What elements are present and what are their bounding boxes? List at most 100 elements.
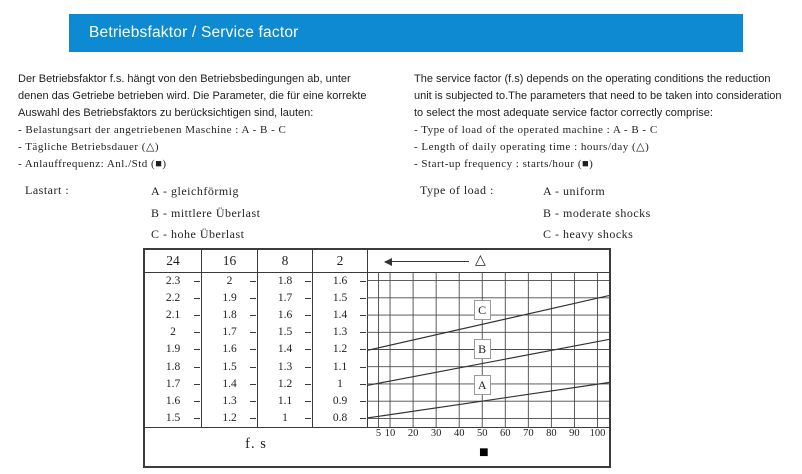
load-item: B - moderate shocks [543, 205, 651, 220]
scale-value: 1.4 [202, 375, 257, 392]
intro-de-line: Der Betriebsfaktor f.s. hängt von den Be… [18, 73, 351, 85]
scale-value: 1.2 [313, 341, 367, 358]
scale-value: 2.1 [145, 306, 201, 323]
scale-value: 1.4 [313, 306, 367, 323]
tick-mark [194, 366, 200, 368]
tick-mark [305, 366, 311, 368]
lastart-items: A - gleichförmig B - mittlere Überlast C… [151, 181, 260, 246]
tick-mark [250, 383, 256, 385]
tick-mark [360, 401, 366, 403]
title-bar: Betriebsfaktor / Service factor [69, 14, 743, 52]
scale-value: 2.2 [145, 289, 201, 306]
intro-en-line: to select the most adequate service fact… [414, 107, 713, 119]
x-axis-tick-label: 90 [569, 428, 580, 439]
scale-value: 1.6 [202, 341, 257, 358]
tick-mark [250, 280, 256, 282]
left-arrow-icon [384, 257, 469, 266]
daily-hours-arrow-header: △ [367, 250, 609, 272]
tick-mark [360, 349, 366, 351]
scale-value: 2.3 [145, 272, 201, 289]
tick-mark [360, 332, 366, 334]
tick-mark [194, 383, 200, 385]
divider [367, 250, 368, 427]
load-item: B - mittlere Überlast [151, 205, 261, 220]
service-factor-curve-B [367, 338, 609, 387]
scale-value: 1.6 [145, 393, 201, 410]
intro-de-bullet: - Anlauffrequenz: Anl./Std (■) [18, 158, 167, 170]
x-axis-tick-label: 5 [375, 428, 382, 439]
scale-value: 0.8 [313, 410, 367, 427]
x-axis-tick-label: 10 [384, 428, 396, 439]
scale-column-24h: 2.3 2.2 2.1 2 1.9 1.8 1.7 1.6 1.5 [145, 272, 201, 427]
curve-label-b: B [473, 339, 491, 360]
scale-value: 1 [258, 410, 312, 427]
service-factor-label: f. s [245, 436, 267, 452]
type-of-load-label: Type of load : [420, 183, 494, 197]
table-column-header: 16 [222, 253, 237, 268]
x-axis-tick-label: 80 [546, 428, 557, 439]
tick-mark [305, 280, 311, 282]
scale-value: 1.1 [313, 358, 367, 375]
curve-label-a: A [473, 374, 491, 395]
intro-de-line: Auswahl des Betriebsfaktors zu berücksic… [18, 107, 314, 119]
service-factor-table: 24 16 8 2 △ 2.3 2.2 2.1 2 1.9 1.8 1.7 1.… [143, 248, 611, 468]
scale-value: 1.2 [258, 375, 312, 392]
divider [201, 250, 202, 427]
scale-value: 1 [313, 375, 367, 392]
scale-value: 1.6 [313, 272, 367, 289]
x-axis-tick-label: 20 [407, 428, 419, 439]
intro-en-line: The service factor (f.s) depends on the … [414, 73, 771, 85]
scale-value: 1.2 [202, 410, 257, 427]
intro-en-bullet: - Start-up frequency : starts/hour (■) [414, 158, 594, 170]
intro-german: Der Betriebsfaktor f.s. hängt von den Be… [18, 71, 412, 173]
table-column-header: 8 [281, 253, 289, 268]
load-item: C - hohe Überlast [151, 227, 245, 241]
tick-mark [360, 383, 366, 385]
load-item: A - gleichförmig [151, 184, 239, 198]
tick-mark [194, 315, 200, 317]
x-axis-tick-label: 70 [523, 428, 534, 439]
scale-value: 2 [202, 272, 257, 289]
tick-mark [305, 315, 311, 317]
scale-column-8h: 1.8 1.7 1.6 1.5 1.4 1.3 1.2 1.1 1 [258, 272, 312, 427]
tick-mark [250, 418, 256, 420]
tick-mark [305, 418, 311, 420]
table-column-header: 2 [336, 253, 344, 268]
scale-value: 1.5 [202, 358, 257, 375]
x-axis-tick-label: 30 [430, 428, 442, 439]
tick-mark [194, 349, 200, 351]
tick-mark [305, 349, 311, 351]
tick-mark [305, 332, 311, 334]
x-axis-tick-label: 100 [589, 428, 606, 439]
scale-value: 2 [145, 324, 201, 341]
divider [312, 250, 313, 427]
tick-mark [360, 366, 366, 368]
tick-mark [194, 280, 200, 282]
scale-value: 1.1 [258, 393, 312, 410]
scale-value: 1.8 [258, 272, 312, 289]
intro-de-line: denen das Getriebe betrieben wird. Die P… [18, 90, 367, 102]
scale-value: 1.3 [202, 393, 257, 410]
divider [145, 272, 609, 273]
scale-column-16h: 2 1.9 1.8 1.7 1.6 1.5 1.4 1.3 1.2 [202, 272, 257, 427]
scale-value: 1.4 [258, 341, 312, 358]
intro-de-bullet: - Tägliche Betriebsdauer (△) [18, 141, 160, 153]
scale-value: 1.5 [313, 289, 367, 306]
tick-mark [305, 297, 311, 299]
tick-mark [250, 401, 256, 403]
lastart-label: Lastart : [25, 183, 70, 197]
type-of-load-items: A - uniform B - moderate shocks C - heav… [543, 181, 651, 246]
triangle-icon: △ [475, 253, 486, 268]
tick-mark [250, 332, 256, 334]
intro-en-bullet: - Type of load of the operated machine :… [414, 124, 658, 136]
scale-value: 1.7 [258, 289, 312, 306]
scale-value: 0.9 [313, 393, 367, 410]
table-column-header: 24 [166, 253, 180, 268]
scale-value: 1.7 [145, 375, 201, 392]
scale-column-2h: 1.6 1.5 1.4 1.3 1.2 1.1 1 0.9 0.8 [313, 272, 367, 427]
scale-value: 1.5 [258, 324, 312, 341]
tick-mark [194, 418, 200, 420]
tick-mark [194, 297, 200, 299]
scale-value: 1.3 [313, 324, 367, 341]
